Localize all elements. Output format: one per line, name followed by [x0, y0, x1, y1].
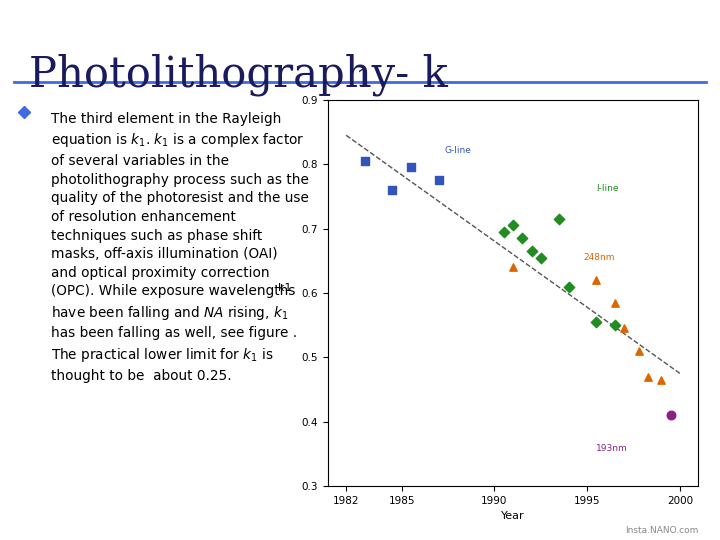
Point: [433, 176, 444, 185]
Point: [590, 276, 602, 285]
Text: G-line: G-line: [444, 146, 472, 154]
Point: [405, 163, 417, 172]
Point: [516, 234, 528, 242]
Point: [609, 321, 621, 329]
Text: 193nm: 193nm: [596, 444, 628, 453]
Point: [498, 227, 510, 236]
Point: [634, 347, 645, 355]
Point: [655, 375, 667, 384]
Point: [359, 157, 371, 165]
Point: [609, 298, 621, 307]
Point: [535, 253, 546, 262]
Point: [526, 247, 537, 255]
Point: [590, 318, 602, 326]
Text: 248nm: 248nm: [583, 253, 615, 262]
Text: Insta.NANO.com: Insta.NANO.com: [625, 525, 698, 535]
Text: I-line: I-line: [596, 184, 619, 193]
Text: The third element in the Rayleigh
equation is $k_1$. $k_1$ is a complex factor
o: The third element in the Rayleigh equati…: [51, 112, 309, 382]
Point: [665, 411, 676, 420]
Point: [507, 221, 518, 230]
Point: [642, 372, 654, 381]
Point: [507, 263, 518, 272]
Text: Photolithography- k: Photolithography- k: [29, 54, 448, 97]
Y-axis label: k1: k1: [278, 283, 292, 293]
Point: [618, 324, 630, 333]
X-axis label: Year: Year: [501, 511, 525, 521]
Point: [554, 214, 565, 223]
Point: [563, 282, 575, 291]
Text: 1: 1: [356, 68, 372, 91]
Point: [387, 186, 398, 194]
